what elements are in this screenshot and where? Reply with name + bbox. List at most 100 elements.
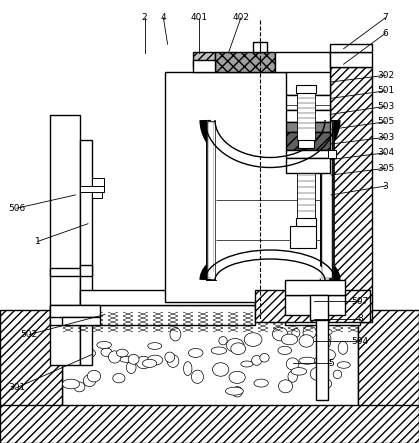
Ellipse shape xyxy=(62,379,80,389)
Bar xyxy=(285,295,345,315)
Bar xyxy=(330,44,372,52)
Ellipse shape xyxy=(314,357,327,363)
Text: 503: 503 xyxy=(377,102,394,111)
Bar xyxy=(297,173,315,218)
Text: 302: 302 xyxy=(377,71,394,80)
Ellipse shape xyxy=(318,333,331,345)
Ellipse shape xyxy=(148,342,162,350)
Bar xyxy=(316,320,328,400)
Polygon shape xyxy=(0,310,62,405)
Bar xyxy=(285,305,360,317)
Bar xyxy=(286,132,330,150)
Bar xyxy=(206,120,216,280)
Ellipse shape xyxy=(116,349,128,357)
Text: 301: 301 xyxy=(8,383,26,392)
Text: 304: 304 xyxy=(377,148,394,157)
Text: 402: 402 xyxy=(233,13,249,22)
Bar xyxy=(290,226,316,248)
Bar xyxy=(50,268,80,276)
Ellipse shape xyxy=(337,362,350,368)
Ellipse shape xyxy=(64,354,76,361)
Polygon shape xyxy=(0,400,419,443)
Ellipse shape xyxy=(231,343,246,354)
Ellipse shape xyxy=(70,344,80,351)
Ellipse shape xyxy=(318,337,331,349)
Ellipse shape xyxy=(189,349,203,358)
Text: 506: 506 xyxy=(8,204,26,213)
Bar xyxy=(328,150,336,158)
Bar xyxy=(50,305,100,317)
Ellipse shape xyxy=(291,368,307,375)
Ellipse shape xyxy=(318,329,332,335)
Bar xyxy=(275,52,330,72)
Bar xyxy=(330,52,372,67)
Bar xyxy=(286,122,330,132)
Ellipse shape xyxy=(191,370,204,383)
Bar xyxy=(296,218,316,226)
Bar xyxy=(165,72,320,302)
Text: 502: 502 xyxy=(21,330,38,339)
Bar xyxy=(286,150,330,158)
Polygon shape xyxy=(206,120,216,280)
Ellipse shape xyxy=(286,358,299,370)
Ellipse shape xyxy=(225,387,243,395)
Ellipse shape xyxy=(260,354,269,362)
Ellipse shape xyxy=(279,380,292,393)
Bar xyxy=(215,52,275,72)
Text: 3: 3 xyxy=(383,182,388,190)
Bar xyxy=(193,52,215,67)
Text: 1: 1 xyxy=(35,237,41,246)
Ellipse shape xyxy=(212,363,229,376)
Ellipse shape xyxy=(288,371,297,382)
Bar xyxy=(214,122,320,278)
Ellipse shape xyxy=(97,342,111,349)
Bar xyxy=(50,115,80,365)
Ellipse shape xyxy=(244,333,262,346)
Ellipse shape xyxy=(303,326,316,338)
Text: 4: 4 xyxy=(160,13,166,22)
Bar xyxy=(92,178,104,186)
Text: 505: 505 xyxy=(377,117,394,126)
Ellipse shape xyxy=(127,361,136,373)
Ellipse shape xyxy=(82,334,90,345)
Bar xyxy=(286,110,330,122)
Text: 6: 6 xyxy=(383,29,388,38)
Ellipse shape xyxy=(165,352,175,362)
Ellipse shape xyxy=(136,356,151,369)
Ellipse shape xyxy=(88,370,101,382)
Ellipse shape xyxy=(254,379,268,387)
Bar xyxy=(50,305,255,325)
Ellipse shape xyxy=(232,387,243,397)
Bar xyxy=(285,317,360,325)
Bar xyxy=(253,42,267,52)
Bar xyxy=(92,192,102,198)
Text: 507: 507 xyxy=(352,297,369,306)
Bar xyxy=(193,60,215,72)
Bar xyxy=(298,140,314,148)
Ellipse shape xyxy=(170,328,181,341)
Ellipse shape xyxy=(321,350,336,360)
Ellipse shape xyxy=(119,356,137,362)
Text: 2: 2 xyxy=(142,13,147,22)
Ellipse shape xyxy=(323,379,331,389)
Text: 305: 305 xyxy=(377,164,394,173)
Ellipse shape xyxy=(167,355,179,367)
Bar xyxy=(285,280,345,295)
Polygon shape xyxy=(208,122,214,278)
Bar xyxy=(80,290,255,305)
Text: 8: 8 xyxy=(357,315,363,323)
Text: 504: 504 xyxy=(352,337,369,346)
Ellipse shape xyxy=(241,361,253,367)
Ellipse shape xyxy=(101,348,112,357)
Bar xyxy=(297,90,315,140)
Bar xyxy=(207,121,215,279)
Bar xyxy=(330,67,372,322)
Text: 303: 303 xyxy=(377,133,394,142)
Ellipse shape xyxy=(142,359,157,367)
Text: 5: 5 xyxy=(328,359,334,368)
Text: 401: 401 xyxy=(191,13,207,22)
Polygon shape xyxy=(322,122,332,278)
Bar xyxy=(62,317,100,325)
Ellipse shape xyxy=(281,334,297,345)
Bar xyxy=(310,295,328,320)
